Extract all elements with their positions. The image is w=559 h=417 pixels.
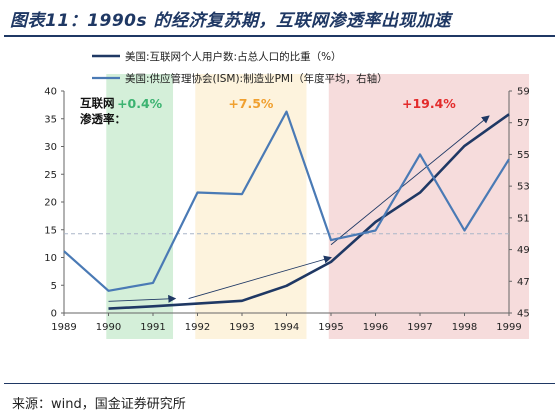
trend-arrow-1990s-early bbox=[108, 294, 177, 303]
y-right-tick-label: 53 bbox=[517, 182, 530, 193]
y-right-tick-label: 45 bbox=[517, 309, 530, 320]
y-left-tick-label: 25 bbox=[44, 170, 57, 181]
trend-arrow-late bbox=[330, 115, 490, 246]
y-right-tick-label: 51 bbox=[517, 213, 530, 224]
period-bands bbox=[106, 74, 530, 339]
legend-label-2: 美国:供应管理协会(ISM):制造业PMI（年度平均，右轴） bbox=[125, 72, 388, 85]
trend-arrows bbox=[108, 115, 490, 303]
y-right-tick-label: 59 bbox=[517, 87, 530, 98]
period-label-1: +0.4% bbox=[117, 96, 163, 111]
y-left-tick-label: 10 bbox=[44, 253, 57, 264]
x-tick-label: 1994 bbox=[274, 322, 299, 333]
ism-pmi-line bbox=[63, 110, 510, 292]
y-left-tick-label: 35 bbox=[44, 114, 57, 125]
x-tick-label: 1993 bbox=[229, 322, 254, 333]
y-left-tick-label: 40 bbox=[44, 87, 57, 98]
y-left-tick-label: 5 bbox=[51, 281, 57, 292]
period-label-2: +7.5% bbox=[228, 96, 274, 111]
x-tick-label: 1995 bbox=[318, 322, 343, 333]
legend-label-1: 美国:互联网个人用户数:占总人口的比重（%） bbox=[125, 50, 342, 63]
y-right-tick-label: 55 bbox=[517, 150, 530, 161]
axes: 0 5 10 15 20 25 30 35 40 45 47 49 51 53 55 57 59 1989 1990… bbox=[44, 87, 529, 334]
period-labels: +0.4% +7.5% +19.4% 互联网渗透率： bbox=[80, 96, 456, 126]
y-right-tick-label: 49 bbox=[517, 245, 530, 256]
source-note: 来源：wind，国金证券研究所 bbox=[12, 397, 186, 412]
legend: 美国:互联网个人用户数:占总人口的比重（%） 美国:供应管理协会(ISM):制造业… bbox=[92, 50, 388, 85]
internet-penetration-line bbox=[108, 113, 510, 310]
period-label-3: +19.4% bbox=[402, 96, 456, 111]
penetration-annotation-line-2: 渗透率： bbox=[80, 112, 126, 126]
y-left-tick-label: 20 bbox=[44, 198, 57, 209]
x-tick-label: 1998 bbox=[452, 322, 477, 333]
title-divider bbox=[4, 35, 555, 37]
y-right-tick-label: 47 bbox=[517, 277, 530, 288]
x-tick-label: 1999 bbox=[496, 322, 521, 333]
x-tick-label: 1992 bbox=[185, 322, 210, 333]
y-left-tick-label: 30 bbox=[44, 142, 57, 153]
x-tick-label: 1989 bbox=[51, 322, 76, 333]
figure-title: 图表11：1990s 的经济复苏期，互联网渗透率出现加速 bbox=[10, 11, 452, 31]
trend-arrow-mid bbox=[188, 255, 332, 300]
x-tick-label: 1996 bbox=[363, 322, 388, 333]
penetration-annotation-line-1: 互联网 bbox=[80, 96, 115, 110]
y-left-tick-label: 0 bbox=[51, 309, 57, 320]
period-band-1 bbox=[106, 74, 174, 339]
x-tick-label: 1990 bbox=[96, 322, 121, 333]
x-tick-label: 1997 bbox=[407, 322, 432, 333]
y-left-tick-label: 15 bbox=[44, 225, 57, 236]
x-tick-label: 1991 bbox=[140, 322, 165, 333]
period-band-2 bbox=[195, 74, 307, 339]
series-lines bbox=[63, 110, 510, 310]
period-band-3 bbox=[328, 74, 530, 339]
y-right-tick-label: 57 bbox=[517, 118, 530, 129]
source-divider bbox=[4, 383, 555, 384]
